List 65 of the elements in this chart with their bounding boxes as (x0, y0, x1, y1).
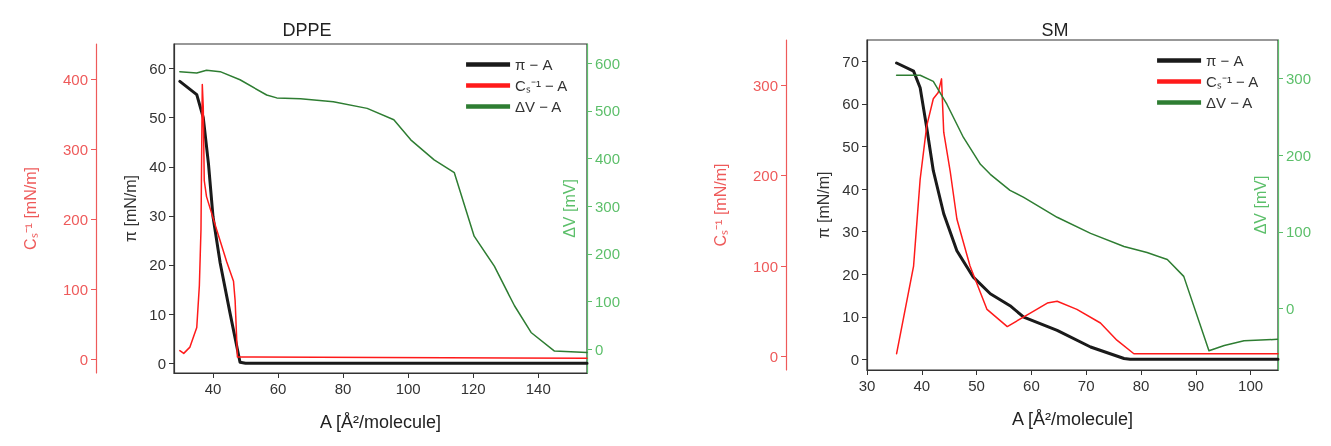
y-tick-label: 20 (149, 256, 166, 274)
x-tick-label: 30 (858, 377, 876, 394)
y2-tick-label: 500 (595, 102, 621, 120)
y-tick-label: 60 (149, 60, 166, 78)
y3-tick-label: 100 (752, 257, 778, 275)
y3-tick-label: 400 (62, 70, 88, 88)
y3-tick-label: 200 (62, 210, 88, 228)
x-tick-label: 60 (269, 380, 287, 397)
y2-tick-label: 600 (595, 54, 621, 72)
legend-label: ΔV − A (1206, 94, 1253, 111)
y-axis-title: π [mN/m] (814, 171, 832, 239)
legend-label: ΔV − A (515, 98, 562, 115)
y3-tick-label: 300 (752, 76, 778, 94)
y-tick-label: 0 (850, 350, 859, 368)
x-tick-label: 40 (913, 377, 931, 394)
y-tick-label: 0 (157, 354, 166, 372)
y3-tick-label: 200 (752, 167, 778, 185)
legend-label: Cₛ⁻¹ − A (1206, 73, 1259, 90)
chart-title: SM (1041, 20, 1069, 40)
y-tick-label: 20 (842, 265, 859, 283)
x-tick-label: 80 (334, 380, 352, 397)
y-tick-label: 50 (842, 137, 859, 155)
y3-tick-label: 300 (62, 140, 88, 158)
chart-title: DPPE (282, 20, 332, 40)
x-tick-label: 80 (1132, 377, 1150, 394)
y-tick-label: 70 (842, 52, 859, 70)
y-tick-label: 10 (149, 305, 166, 323)
y2-axis-title: ΔV [mV] (1251, 175, 1269, 235)
x-tick-label: 60 (1023, 377, 1040, 394)
y2-tick-label: 400 (595, 149, 621, 167)
x-tick-label: 100 (1238, 377, 1264, 394)
y2-tick-label: 100 (1286, 223, 1312, 241)
y3-axis-title: Cₛ⁻¹ [mN/m] (711, 163, 729, 247)
x-tick-label: 100 (395, 380, 421, 397)
legend-label: Cₛ⁻¹ − A (515, 77, 568, 94)
y2-tick-label: 300 (1286, 69, 1312, 87)
x-tick-label: 120 (460, 380, 486, 397)
y-tick-label: 30 (842, 223, 859, 241)
x-tick-label: 40 (204, 380, 222, 397)
legend-label: π − A (515, 56, 553, 73)
y-tick-label: 40 (149, 158, 166, 176)
x-tick-label: 140 (525, 380, 551, 397)
y3-axis-title: Cₛ⁻¹ [mN/m] (21, 167, 39, 250)
x-axis-title: A [Å²/molecule] (1011, 409, 1134, 429)
x-tick-label: 70 (1077, 377, 1095, 394)
y2-tick-label: 200 (595, 245, 621, 263)
x-axis-title: A [Å²/molecule] (319, 412, 442, 432)
y-tick-label: 50 (149, 109, 166, 127)
x-tick-label: 90 (1187, 377, 1205, 394)
y2-tick-label: 0 (595, 340, 604, 358)
y-tick-label: 30 (149, 207, 166, 225)
y2-tick-label: 300 (595, 197, 621, 215)
x-tick-label: 50 (968, 377, 985, 394)
y-axis-title: π [mN/m] (121, 174, 139, 243)
y2-tick-label: 100 (595, 292, 621, 310)
y-tick-label: 40 (842, 180, 859, 198)
y3-tick-label: 0 (79, 350, 88, 368)
y3-tick-label: 0 (769, 347, 778, 365)
legend-label: π − A (1206, 52, 1244, 69)
y-tick-label: 60 (842, 95, 859, 113)
y2-axis-title: ΔV [mV] (560, 179, 578, 238)
y-tick-label: 10 (842, 308, 859, 326)
y2-tick-label: 200 (1286, 146, 1312, 164)
y3-tick-label: 100 (62, 280, 88, 298)
y2-tick-label: 0 (1286, 300, 1295, 318)
